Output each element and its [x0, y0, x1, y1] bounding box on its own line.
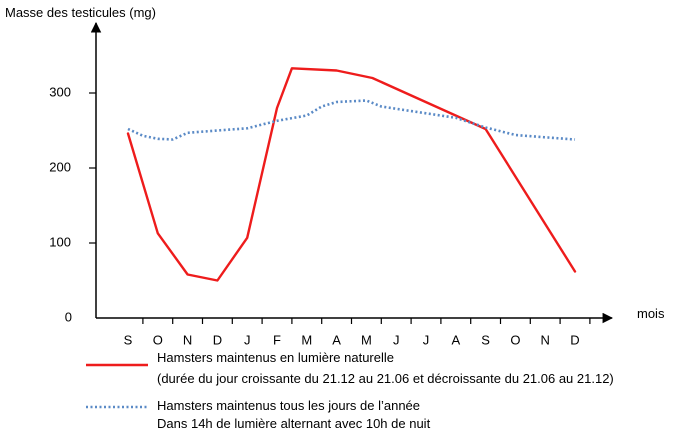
y-tick-label: 100 [49, 234, 71, 249]
y-axis-title: Masse des testicules (mg) [5, 5, 156, 20]
x-tick-label: N [541, 332, 550, 347]
x-axis-title: mois [637, 306, 665, 321]
x-tick-label: D [570, 332, 579, 347]
x-tick-label: S [124, 332, 133, 347]
x-tick-label: S [481, 332, 490, 347]
x-tick-label: A [451, 332, 460, 347]
x-tick-label: J [244, 332, 251, 347]
legend-desc-constant-light: Dans 14h de lumière alternant avec 10h d… [157, 416, 431, 431]
x-tick-label: F [273, 332, 281, 347]
legend-desc-natural-light: (durée du jour croissante du 21.12 au 21… [157, 371, 614, 386]
x-tick-label: J [423, 332, 430, 347]
x-tick-label: M [301, 332, 312, 347]
series-line-natural-light [126, 67, 577, 282]
x-tick-label: D [213, 332, 222, 347]
x-tick-label: J [393, 332, 400, 347]
origin-label: 0 [65, 309, 72, 324]
legend-label-constant-light: Hamsters maintenus tous les jours de l’a… [157, 398, 420, 413]
x-tick-label: N [183, 332, 192, 347]
legend-label-natural-light: Hamsters maintenus en lumière naturelle [157, 350, 394, 365]
series-line-constant-light [127, 99, 576, 141]
x-tick-label: M [361, 332, 372, 347]
x-tick-label: A [332, 332, 341, 347]
x-tick-label: O [153, 332, 163, 347]
y-tick-label: 200 [49, 159, 71, 174]
x-tick-label: O [510, 332, 520, 347]
y-tick-label: 300 [49, 84, 71, 99]
